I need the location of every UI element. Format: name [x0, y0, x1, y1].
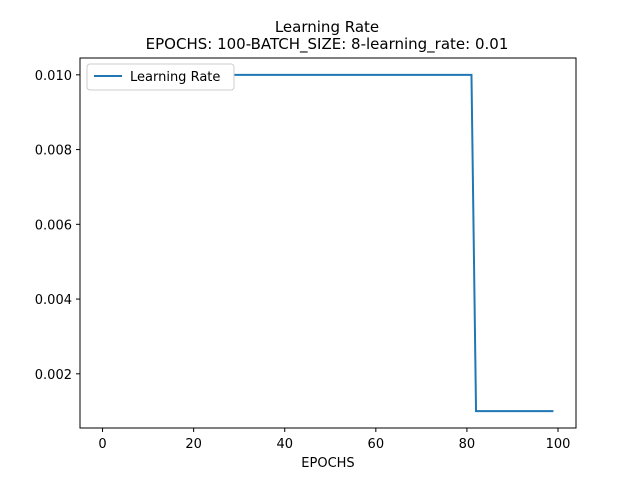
chart-subtitle: EPOCHS: 100-BATCH_SIZE: 8-learning_rate:…	[146, 35, 509, 54]
legend: Learning Rate	[86, 63, 235, 91]
x-axis-label: EPOCHS	[301, 456, 354, 471]
y-axis-ticks: 0.002 0.004 0.006 0.008 0.010	[35, 69, 80, 383]
y-tick-label: 0.004	[35, 293, 72, 308]
x-tick-label: 0	[98, 437, 106, 452]
legend-label: Learning Rate	[130, 70, 220, 85]
series-line-learning-rate	[102, 73, 554, 413]
x-axis-ticks: 0 20 40 60 80 100	[98, 428, 570, 452]
legend-box	[86, 63, 235, 91]
x-tick-label: 20	[185, 437, 202, 452]
y-tick-label: 0.006	[35, 218, 72, 233]
x-tick-label: 40	[276, 437, 293, 452]
chart-title: Learning Rate	[275, 18, 379, 36]
x-tick-label: 100	[546, 437, 571, 452]
y-tick-label: 0.002	[35, 368, 72, 383]
y-tick-label: 0.008	[35, 144, 72, 159]
plot-frame	[79, 57, 577, 429]
x-tick-label: 60	[368, 437, 385, 452]
series-layer	[102, 73, 554, 413]
x-tick-label: 80	[459, 437, 476, 452]
y-tick-label: 0.010	[35, 69, 72, 84]
